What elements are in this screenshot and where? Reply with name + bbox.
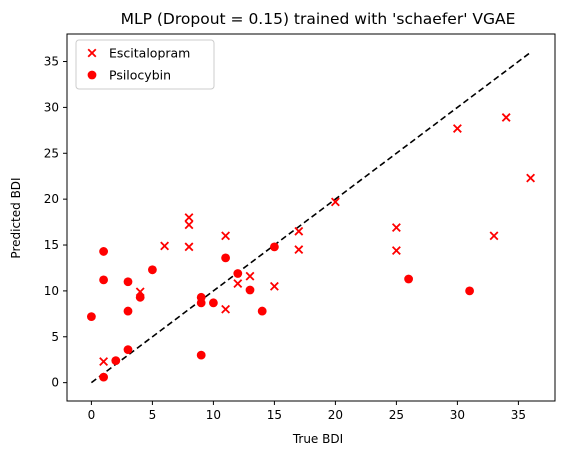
escitalopram-point-11-stroke-b	[294, 226, 304, 236]
x-tick-label: 5	[149, 408, 157, 422]
y-tick-label: 15	[44, 238, 59, 252]
escitalopram-point-10-stroke-b	[269, 281, 279, 291]
y-tick-label: 20	[44, 192, 59, 206]
legend-marker-escitalopram-stroke-b	[87, 48, 97, 58]
escitalopram-point-5	[184, 242, 194, 252]
escitalopram-point-19-stroke-b	[526, 173, 536, 183]
escitalopram-point-0	[99, 357, 109, 366]
identity-reference-line	[90, 51, 532, 384]
x-tick-label: 10	[206, 408, 221, 422]
psilocybin-point-3	[99, 372, 108, 382]
escitalopram-point-0-stroke-b	[99, 357, 109, 366]
psilocybin-point-5	[123, 277, 133, 287]
escitalopram-point-9-stroke-b	[245, 271, 255, 281]
psilocybin-point-4	[111, 356, 121, 366]
psilocybin-point-20	[465, 286, 474, 296]
escitalopram-point-9	[245, 271, 255, 281]
escitalopram-point-2	[160, 241, 170, 251]
escitalopram-point-15-stroke-b	[391, 246, 401, 255]
escitalopram-point-8	[233, 279, 243, 288]
psilocybin-point-19	[404, 274, 413, 284]
escitalopram-point-3-stroke-b	[184, 213, 194, 222]
y-tick-label: 25	[44, 146, 59, 160]
escitalopram-point-8-stroke-b	[233, 279, 243, 288]
psilocybin-point-13	[209, 298, 218, 308]
escitalopram-point-7	[221, 304, 231, 314]
escitalopram-point-7-stroke-b	[221, 304, 231, 314]
escitalopram-point-19	[526, 173, 536, 183]
escitalopram-point-5-stroke-b	[184, 242, 194, 252]
x-tick-label: 35	[511, 408, 526, 422]
chart-title: MLP (Dropout = 0.15) trained with 'schae…	[121, 10, 516, 28]
psilocybin-point-2	[99, 275, 108, 285]
psilocybin-point-18	[270, 242, 279, 252]
legend-label-escitalopram: Escitalopram	[109, 46, 190, 61]
escitalopram-point-16-stroke-b	[452, 124, 462, 133]
y-tick-label: 30	[44, 100, 59, 114]
escitalopram-point-18	[501, 113, 511, 122]
psilocybin-point-12	[196, 350, 206, 360]
legend-marker-psilocybin	[87, 70, 97, 80]
escitalopram-point-11	[294, 226, 304, 236]
legend-label-psilocybin: Psilocybin	[109, 68, 171, 83]
escitalopram-point-10	[269, 281, 279, 291]
y-tick-label: 10	[44, 284, 59, 298]
y-axis-label: Predicted BDI	[9, 177, 23, 258]
psilocybin-point-9	[148, 265, 157, 275]
x-tick-label: 25	[389, 408, 404, 422]
legend: Escitalopram Psilocybin	[75, 39, 215, 90]
escitalopram-point-4-stroke-b	[184, 220, 194, 230]
escitalopram-point-13-stroke-b	[330, 197, 340, 207]
axes-frame	[66, 33, 556, 402]
escitalopram-point-3	[184, 213, 194, 222]
psilocybin-point-0	[87, 312, 96, 321]
x-axis-label: True BDI	[292, 432, 343, 446]
psilocybin-point-6	[123, 306, 133, 316]
escitalopram-point-6	[221, 231, 231, 241]
series-escitalopram	[99, 113, 536, 366]
y-tick-label: 0	[51, 376, 59, 390]
escitalopram-point-18-stroke-b	[501, 113, 511, 122]
legend-marker-escitalopram	[87, 48, 97, 58]
escitalopram-point-12-stroke-b	[294, 245, 304, 255]
escitalopram-point-4	[184, 220, 194, 230]
escitalopram-point-15	[391, 246, 401, 255]
escitalopram-point-12	[294, 245, 304, 255]
psilocybin-point-14	[221, 253, 231, 263]
x-tick-label: 30	[450, 408, 465, 422]
y-tick-label: 35	[44, 55, 59, 69]
x-tick-label: 20	[328, 408, 343, 422]
escitalopram-point-14-stroke-b	[391, 223, 401, 233]
escitalopram-point-2-stroke-b	[160, 241, 170, 251]
escitalopram-point-13	[330, 197, 340, 207]
psilocybin-point-11	[196, 298, 206, 308]
psilocybin-point-1	[99, 247, 108, 256]
escitalopram-point-17-stroke-b	[489, 231, 499, 241]
legend-box	[75, 39, 215, 90]
x-tick-label: 15	[267, 408, 282, 422]
psilocybin-point-16	[245, 285, 255, 295]
escitalopram-point-17	[489, 231, 499, 241]
y-tick-label: 5	[51, 330, 59, 344]
escitalopram-point-6-stroke-b	[221, 231, 231, 241]
series-psilocybin	[87, 242, 474, 382]
psilocybin-point-15	[233, 269, 243, 278]
psilocybin-point-17	[257, 306, 267, 316]
plot-area: 0 5 10 15 20 25 30 35 0 5 10 15 20 25 30 35 Escitalopram…	[44, 33, 556, 422]
psilocybin-point-8	[135, 292, 145, 302]
x-tick-label: 0	[88, 408, 96, 422]
escitalopram-point-14	[391, 223, 401, 233]
escitalopram-point-16	[452, 124, 462, 133]
psilocybin-point-7	[123, 345, 133, 355]
